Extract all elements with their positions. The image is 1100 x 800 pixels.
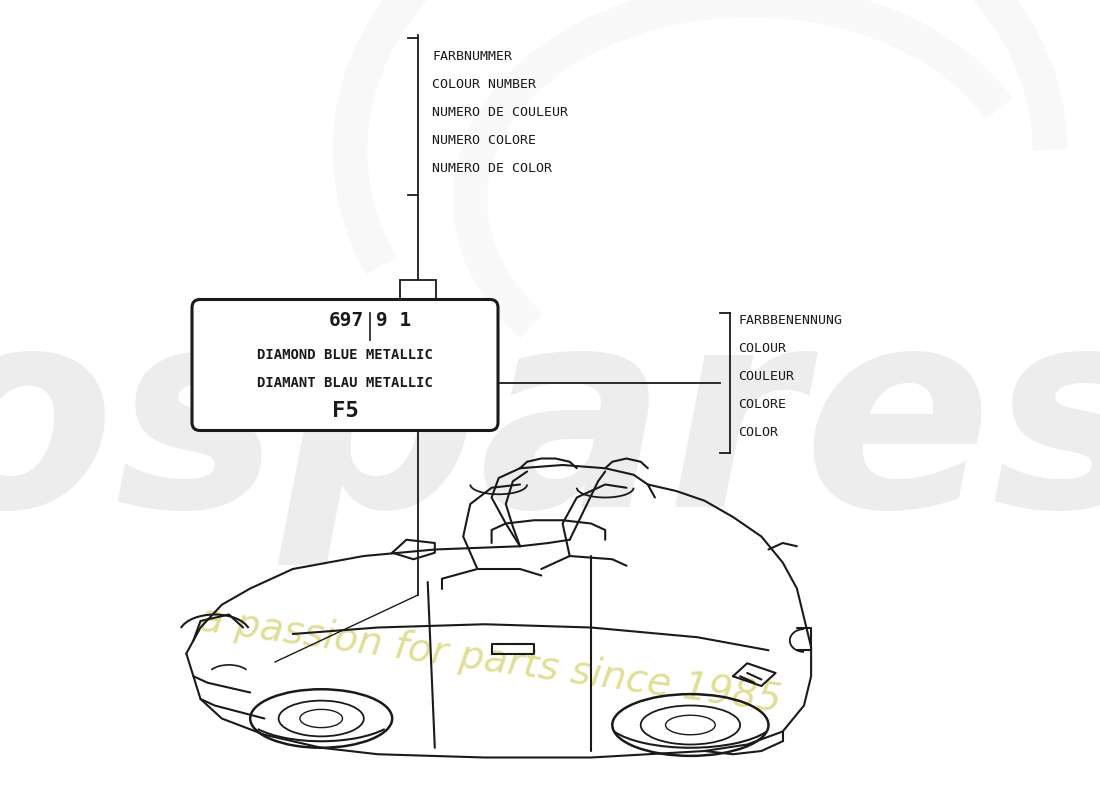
Text: F5: F5 — [331, 401, 359, 421]
Bar — [400, 280, 436, 302]
Text: COLOR: COLOR — [738, 426, 778, 439]
FancyBboxPatch shape — [192, 299, 498, 430]
Text: FARBBENENNUNG: FARBBENENNUNG — [738, 314, 842, 327]
Text: a passion for parts since 1985: a passion for parts since 1985 — [197, 600, 783, 720]
Text: COLOUR NUMBER: COLOUR NUMBER — [432, 78, 536, 91]
Text: COLOUR: COLOUR — [738, 342, 786, 355]
Text: DIAMANT BLAU METALLIC: DIAMANT BLAU METALLIC — [257, 376, 433, 390]
Text: COLORE: COLORE — [738, 398, 786, 411]
Text: eurospares: eurospares — [0, 295, 1100, 565]
Text: DIAMOND BLUE METALLIC: DIAMOND BLUE METALLIC — [257, 348, 433, 362]
Text: COULEUR: COULEUR — [738, 370, 794, 383]
Text: 9 1: 9 1 — [376, 311, 411, 330]
Text: FARBNUMMER: FARBNUMMER — [432, 50, 512, 63]
Text: NUMERO DE COLOR: NUMERO DE COLOR — [432, 162, 552, 175]
Text: NUMERO COLORE: NUMERO COLORE — [432, 134, 536, 147]
Text: NUMERO DE COULEUR: NUMERO DE COULEUR — [432, 106, 568, 119]
Text: 697: 697 — [329, 311, 364, 330]
